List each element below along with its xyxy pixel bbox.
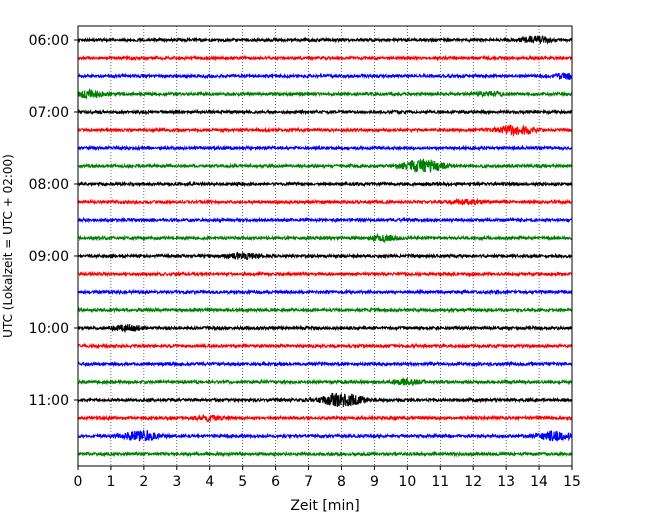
x-axis: 0 1 2 3 4 5 6 7 8 9 10 11 12 13 14 15 [74,466,581,490]
trace-line [77,392,573,407]
x-tick-label: 3 [172,474,181,490]
trace-line [77,216,573,224]
trace-line [77,54,573,62]
x-tick-label: 11 [431,474,449,490]
trace-line [77,450,573,458]
x-tick-label: 0 [74,474,83,490]
y-axis: 06:00 07:00 08:00 09:00 10:00 11:00 [29,33,78,409]
x-tick-label: 7 [304,474,313,490]
trace-line [77,144,573,152]
trace-line [77,158,573,173]
y-tick-label: 07:00 [29,105,69,121]
x-tick-label: 2 [139,474,148,490]
trace-line [77,306,573,314]
y-tick-label: 11:00 [29,393,69,409]
trace-line [77,429,573,442]
x-tick-label: 6 [271,474,280,490]
trace-line [77,197,573,206]
plot-frame [77,25,573,467]
y-tick-label: 09:00 [29,249,69,265]
x-tick-label: 9 [370,474,379,490]
trace-line [77,232,573,244]
trace-line [77,324,573,334]
trace-line [77,377,573,386]
y-axis-label: UTC (Lokalzeit = UTC + 02:00) [1,154,15,338]
x-tick-label: 15 [563,474,581,490]
trace-line [77,88,573,100]
trace-line [77,108,573,116]
y-tick-label: 08:00 [29,177,69,193]
x-tick-label: 4 [205,474,214,490]
x-grid [110,26,540,466]
trace-line [77,360,573,368]
y-tick-label: 10:00 [29,321,69,337]
y-tick-label: 06:00 [29,33,69,49]
trace-line [77,180,573,188]
trace-line [77,270,573,278]
trace-line [77,72,573,81]
x-tick-label: 14 [530,474,548,490]
x-tick-label: 1 [106,474,115,490]
x-tick-label: 12 [464,474,482,490]
trace-line [77,342,573,350]
x-tick-label: 5 [238,474,247,490]
trace-line [77,34,573,45]
x-tick-label: 10 [398,474,416,490]
seismogram-traces [77,34,573,458]
trace-line [77,123,573,138]
x-axis-label: Zeit [min] [290,498,359,514]
trace-line [77,288,573,296]
x-tick-label: 13 [497,474,515,490]
x-tick-label: 8 [337,474,346,490]
trace-line [77,413,573,423]
trace-line [77,251,573,261]
